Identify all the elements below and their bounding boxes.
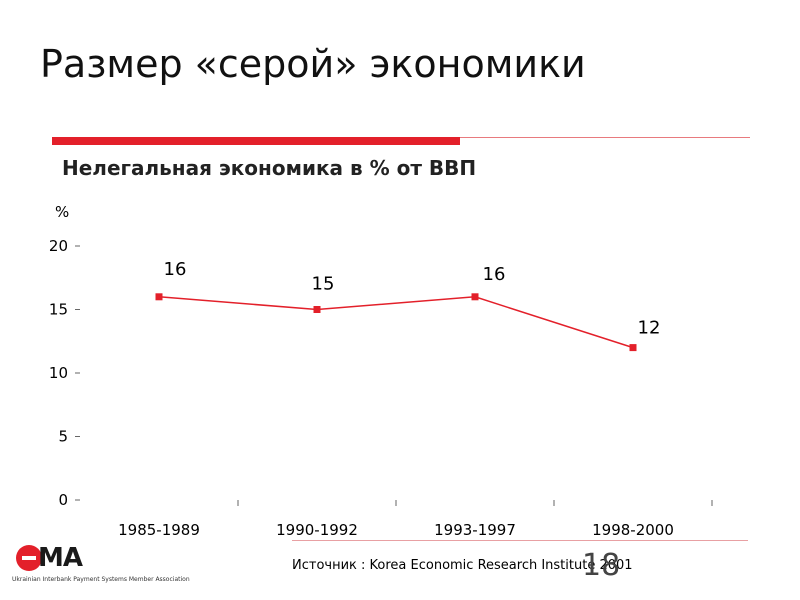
title-underline-thin bbox=[460, 137, 750, 138]
slide-title: Размер «серой» экономики bbox=[40, 42, 586, 86]
chart-title: Нелегальная экономика в % от ВВП bbox=[62, 156, 477, 180]
y-tick-label: 20 bbox=[49, 237, 68, 255]
data-point bbox=[313, 306, 321, 313]
series-line bbox=[158, 296, 634, 349]
y-axis-label: % bbox=[55, 203, 69, 221]
x-tick-label: 1985-1989 bbox=[118, 521, 200, 539]
x-tick-label: 1990-1992 bbox=[276, 521, 358, 539]
y-tick-label: 10 bbox=[49, 364, 68, 382]
title-underline-accent bbox=[52, 137, 460, 145]
data-point bbox=[155, 293, 163, 301]
data-label: 15 bbox=[312, 274, 335, 295]
footer-divider bbox=[292, 540, 748, 541]
page-number: 18 bbox=[582, 548, 621, 583]
x-tick-label: 1998-2000 bbox=[592, 521, 674, 539]
y-tick-label: 0 bbox=[58, 491, 68, 509]
logo-wordmark: MA bbox=[38, 543, 83, 573]
source-note: Источник : Korea Economic Research Insti… bbox=[292, 558, 633, 573]
data-label: 12 bbox=[638, 318, 661, 339]
data-label: 16 bbox=[483, 264, 506, 285]
data-label: 16 bbox=[164, 259, 187, 280]
ema-logo: MA Ukrainian Interbank Payment Systems M… bbox=[12, 543, 272, 587]
y-tick-label: 15 bbox=[49, 301, 68, 319]
logo-tagline: Ukrainian Interbank Payment Systems Memb… bbox=[12, 576, 190, 583]
logo-e-mark bbox=[16, 545, 42, 571]
data-point bbox=[471, 293, 479, 301]
data-point bbox=[629, 344, 637, 352]
y-tick-label: 5 bbox=[58, 428, 68, 446]
x-tick-label: 1993-1997 bbox=[434, 521, 516, 539]
